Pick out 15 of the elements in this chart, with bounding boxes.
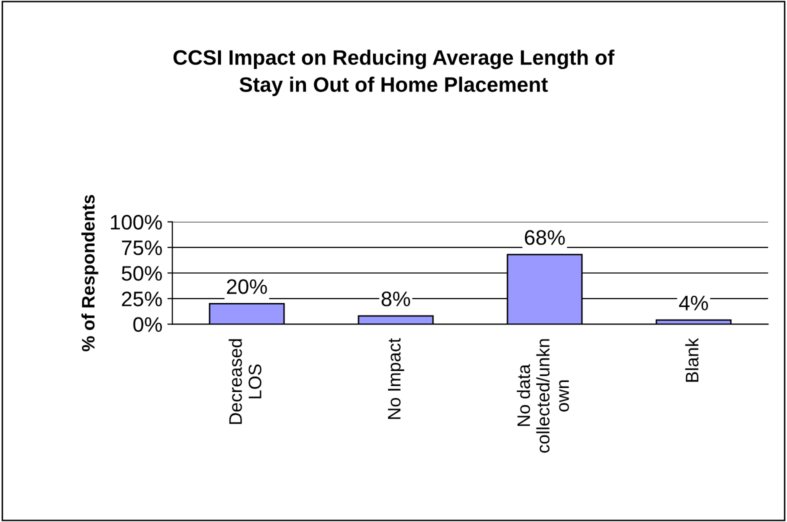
- x-tick-label: Blank: [685, 338, 698, 382]
- y-axis-title: % of Respondents: [81, 194, 98, 352]
- y-tick-label: 100%: [110, 214, 162, 230]
- x-tick-label: No data collected/unkn own: [516, 339, 569, 453]
- data-label: 20%: [227, 279, 267, 294]
- x-tick-label: No Impact: [388, 338, 404, 419]
- y-tick-label: 0%: [133, 317, 162, 332]
- x-tick-label: Decreased LOS: [228, 339, 262, 424]
- data-label: 68%: [524, 230, 565, 245]
- data-label: 8%: [382, 292, 410, 306]
- y-tick-label: 50%: [122, 266, 162, 281]
- data-label: 4%: [679, 296, 708, 310]
- y-tick-label: 25%: [122, 292, 162, 306]
- chart-title: CCSI Impact on Reducing Average Length of Stay in Out of Home Placement: [173, 50, 614, 96]
- y-tick-label: 75%: [122, 240, 162, 256]
